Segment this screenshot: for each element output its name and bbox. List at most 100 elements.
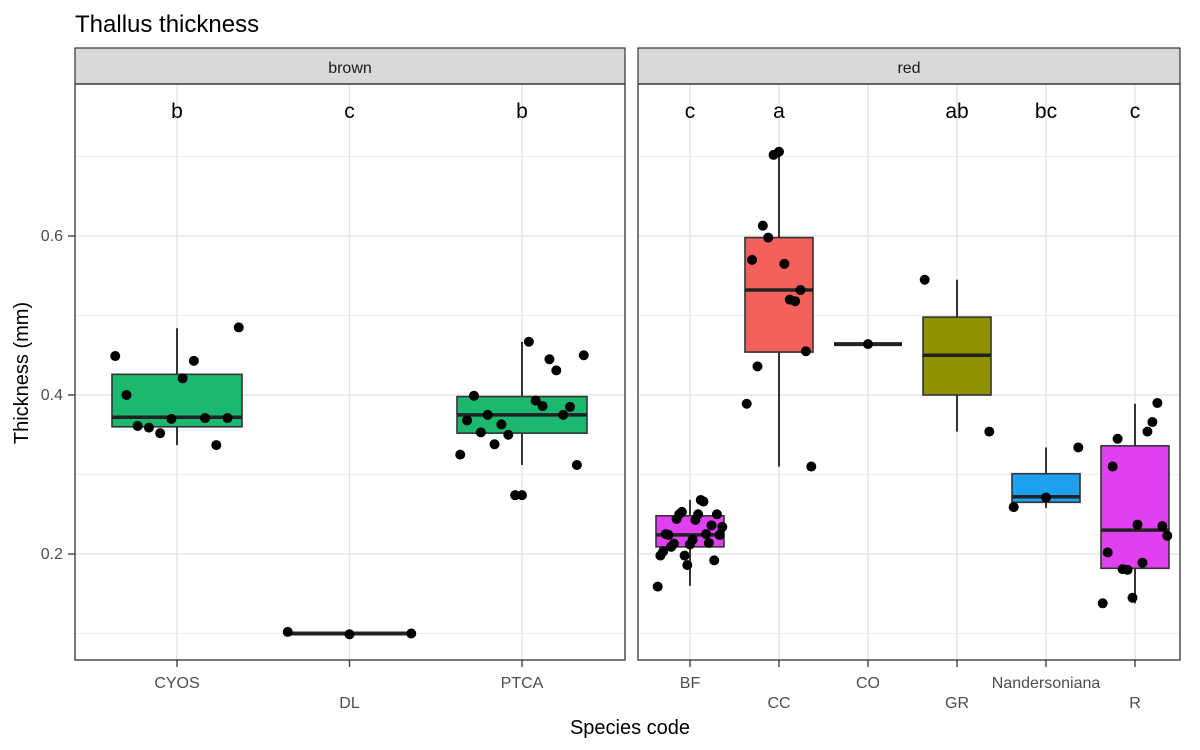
data-point: [233, 322, 244, 333]
data-point: [1142, 426, 1153, 437]
data-point: [406, 628, 417, 639]
data-point: [1041, 492, 1051, 503]
box-CO: [834, 339, 902, 350]
data-point: [687, 534, 698, 545]
data-point: [1147, 417, 1158, 428]
data-point: [1122, 564, 1133, 575]
data-point: [565, 401, 576, 412]
facet-panel-brown: brown b CYOS c DL b PTCA: [74, 47, 626, 712]
data-point: [709, 555, 720, 566]
x-axis-title: Species code: [570, 717, 690, 739]
facet-panel-red: red c BF a CC CO ab GR bc Nandersoniana c R: [637, 47, 1181, 712]
facet-strip: [74, 47, 626, 85]
data-point: [121, 390, 132, 400]
data-point: [752, 361, 763, 372]
data-point: [984, 426, 995, 437]
data-point: [1112, 433, 1123, 444]
data-point: [668, 538, 679, 549]
facet-strip-label: red: [897, 60, 920, 77]
y-axis: 0.2 0.4 0.6: [41, 228, 75, 563]
data-point: [679, 550, 690, 561]
box-CC: a: [741, 100, 817, 472]
data-point: [496, 419, 507, 430]
data-point: [503, 429, 514, 440]
significance-letter: b: [171, 100, 183, 123]
data-point: [919, 274, 930, 285]
box-body: [744, 236, 814, 353]
data-point: [455, 449, 466, 460]
facet-strip-label: brown: [328, 60, 372, 77]
data-point: [682, 560, 693, 571]
y-tick-label: 0.6: [41, 228, 63, 245]
facet-panels: brown b CYOS c DL b PTCA red c BF a CC CO ab GR bc Nande…: [74, 47, 1181, 712]
significance-letter: b: [516, 100, 528, 123]
data-point: [795, 285, 806, 296]
data-point: [282, 626, 293, 637]
panel-border: [74, 83, 626, 661]
data-point: [703, 537, 714, 548]
data-point: [551, 365, 562, 376]
x-tick-label: DL: [339, 695, 360, 712]
data-point: [663, 529, 674, 540]
data-point: [676, 506, 687, 517]
box-PTCA: b: [455, 100, 589, 501]
data-point: [757, 220, 768, 231]
x-tick-label: R: [1129, 695, 1141, 712]
data-point: [779, 258, 790, 269]
data-point: [806, 461, 817, 472]
x-tick-label: GR: [945, 695, 969, 712]
x-tick-label: CYOS: [154, 675, 199, 692]
y-axis-title: Thickness (mm): [11, 302, 33, 444]
data-point: [544, 354, 555, 365]
data-point: [558, 409, 569, 420]
chart-title: Thallus thickness: [75, 11, 259, 38]
data-point: [1008, 502, 1019, 513]
panel-background: [638, 84, 1180, 660]
data-point: [800, 346, 811, 357]
data-point: [475, 427, 486, 438]
data-point: [1073, 442, 1084, 453]
data-point: [462, 415, 473, 426]
data-point: [523, 336, 534, 347]
data-point: [1157, 521, 1168, 532]
data-point: [110, 351, 121, 362]
data-point: [1127, 592, 1138, 603]
data-point: [747, 254, 758, 265]
data-point: [1162, 530, 1173, 541]
box-Nandersoniana: bc: [1008, 100, 1084, 513]
data-point: [489, 439, 500, 450]
box-CYOS: b: [110, 100, 244, 451]
data-point: [517, 490, 527, 501]
data-point: [530, 395, 541, 406]
x-tick-label: CO: [856, 675, 880, 692]
data-point: [1107, 461, 1118, 472]
data-point: [763, 232, 774, 243]
x-tick-label: BF: [680, 675, 701, 692]
data-point: [188, 355, 199, 366]
data-point: [222, 413, 233, 424]
data-point: [177, 373, 188, 384]
data-point: [482, 409, 493, 420]
facet-strip: [637, 47, 1181, 85]
data-point: [537, 401, 548, 412]
box-GR: ab: [919, 100, 995, 437]
y-tick-label: 0.2: [41, 546, 63, 563]
data-point: [790, 296, 801, 307]
data-point: [693, 509, 704, 520]
data-point: [571, 459, 582, 470]
significance-letter: c: [685, 100, 696, 123]
y-tick-label: 0.4: [41, 387, 63, 404]
panel-border: [637, 83, 1181, 661]
data-point: [706, 520, 717, 531]
data-point: [1152, 397, 1163, 408]
data-point: [717, 521, 728, 532]
x-tick-label: CC: [767, 695, 790, 712]
x-tick-label: Nandersoniana: [992, 675, 1101, 692]
data-point: [510, 490, 521, 501]
data-point: [132, 421, 143, 432]
data-point: [652, 581, 663, 592]
x-tick-label: PTCA: [501, 675, 544, 692]
data-point: [1132, 519, 1143, 530]
